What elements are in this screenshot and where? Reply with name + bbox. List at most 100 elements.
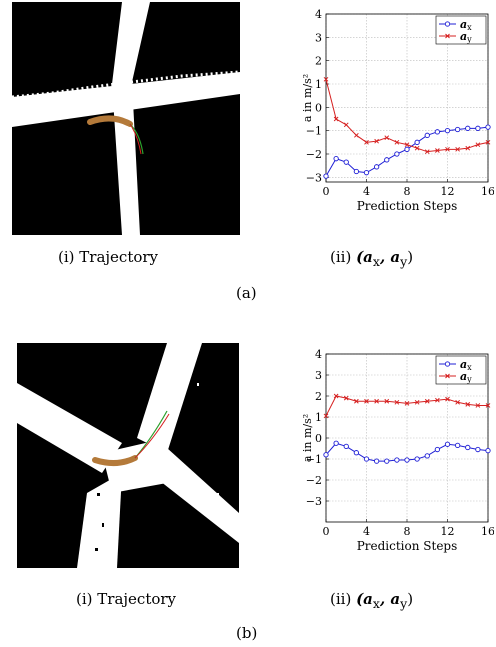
data-point-a_y [414,145,420,151]
x-tick-label: 4 [363,185,370,198]
data-point-a_x [353,450,360,456]
y-tick-label: 4 [315,8,322,21]
trajectory-map-b [17,343,239,568]
caption-accel-a: (ii) (ax, ay) [330,248,414,269]
data-point-a_y [435,148,440,153]
data-point-a_y [323,76,329,82]
data-point-a_x [424,453,430,459]
data-point-a_x [475,446,481,453]
data-point-a_x [434,446,441,453]
data-point-a_y [485,403,491,408]
data-point-a_x [384,458,390,464]
y-tick-label: −1 [306,453,322,466]
data-point-a_x [333,440,339,446]
y-tick-label: −2 [306,474,322,487]
data-point-a_y [445,146,450,152]
data-point-a_x [363,456,370,462]
caption-trajectory-a: (i) Trajectory [58,248,159,266]
data-point-a_y [394,399,400,405]
data-point-a_x [414,139,420,145]
legend-box [435,15,487,45]
data-point-a_x [323,452,329,458]
legend-marker [444,21,451,27]
data-point-a_y [343,122,349,128]
trajectory-map-a [12,2,240,235]
data-point-a_y [414,399,420,405]
data-point-a_x [424,132,430,138]
data-point-a_y [374,398,379,404]
y-tick-label: 4 [315,348,322,361]
caption-trajectory-b: (i) Trajectory [76,590,177,608]
data-point-a_x [353,168,360,175]
trajectory-history-b [92,455,138,466]
data-point-a_x [394,457,400,463]
data-point-a_x [363,170,370,176]
data-point-a_x [434,129,441,135]
y-tick-label: −3 [306,171,322,184]
y-tick-label: −2 [306,148,322,161]
x-tick-label: 0 [323,525,330,538]
data-point-a_y [384,398,390,404]
x-axis-label: Prediction Steps [357,199,458,213]
data-point-a_y [394,139,400,145]
data-point-a_x [485,447,491,454]
data-point-a_x [414,456,420,462]
y-tick-label: 1 [315,411,322,424]
data-point-a_x [404,457,410,463]
data-point-a_x [454,442,461,449]
data-point-a_x [384,157,390,163]
legend-marker [445,33,450,39]
data-point-a_y [424,149,430,155]
data-point-a_y [343,395,349,401]
y-axis-label: a in m/s² [302,74,314,122]
y-tick-label: 1 [315,78,322,91]
data-point-a_y [475,403,481,408]
y-tick-label: 0 [315,101,322,114]
data-point-a_x [485,124,491,130]
data-point-a_y [445,396,450,402]
data-point-a_x [475,125,481,131]
data-point-a_x [333,156,339,162]
legend-box [435,355,487,385]
y-tick-label: −3 [306,495,322,508]
data-point-a_y [404,142,410,148]
trajectory-history-a [87,115,133,127]
x-tick-label: 4 [363,525,370,538]
x-tick-label: 8 [404,525,411,538]
x-tick-label: 12 [441,525,455,538]
data-point-a_y [333,393,339,399]
data-point-a_x [323,173,329,179]
data-point-a_x [465,125,471,131]
x-tick-label: 8 [404,185,411,198]
data-point-a_y [354,132,359,138]
y-tick-label: 2 [315,390,322,403]
panel-label-b: (b) [236,624,258,642]
y-tick-label: 3 [315,31,322,44]
y-tick-label: 3 [315,369,322,382]
data-point-a_x [404,146,410,152]
panel-label-a: (a) [236,284,257,302]
data-point-a_y [384,135,390,141]
data-point-a_x [454,126,461,133]
y-tick-label: 2 [315,55,322,68]
data-point-a_y [485,139,491,145]
data-point-a_x [394,151,400,157]
data-point-a_y [333,116,339,122]
data-point-a_y [435,397,440,403]
data-point-a_x [373,164,380,170]
data-point-a_y [424,398,430,404]
caption-accel-b: (ii) (ax, ay) [330,590,414,611]
data-point-a_x [373,458,380,464]
data-point-a_y [323,413,329,419]
legend-marker [445,373,450,379]
data-point-a_y [455,399,460,405]
data-point-a_y [465,402,471,407]
y-axis-label: a in m/s² [302,414,314,462]
data-point-a_x [465,444,471,451]
x-tick-label: 16 [481,525,494,538]
data-point-a_y [455,146,460,152]
data-point-a_y [364,139,369,145]
data-point-a_y [404,400,410,406]
x-tick-label: 0 [323,185,330,198]
